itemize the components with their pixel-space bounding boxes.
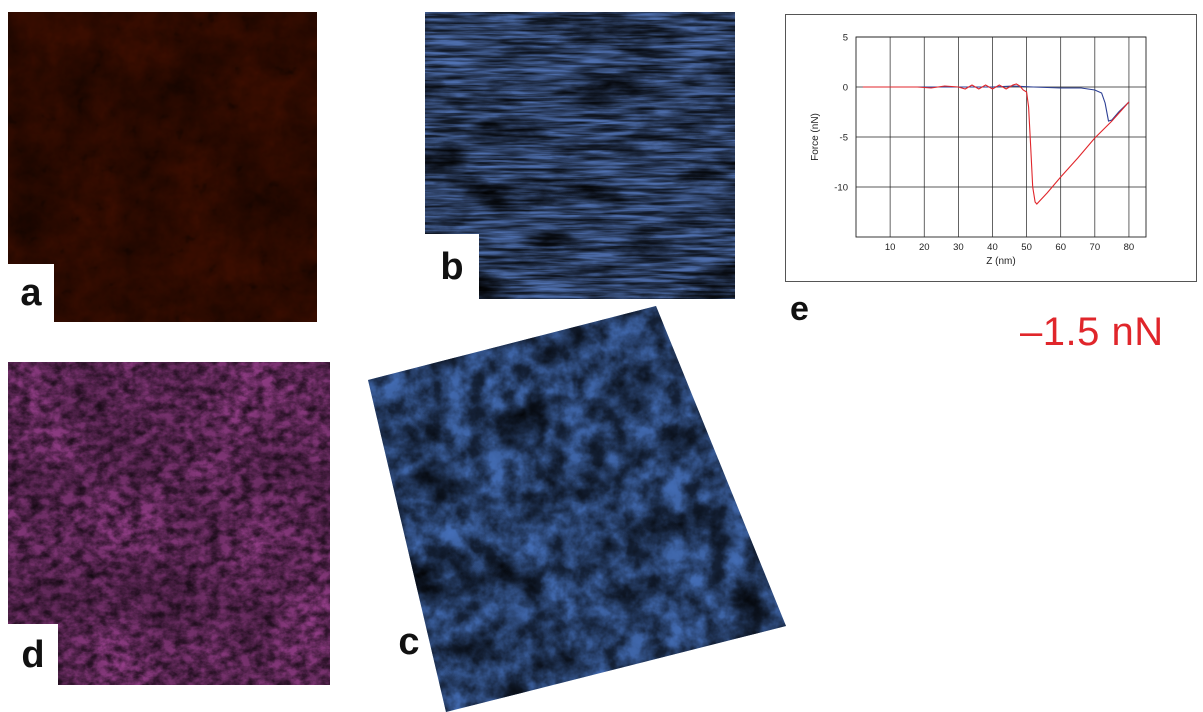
panel-label-e: e (790, 290, 809, 328)
x-tick-label: 60 (1055, 242, 1066, 253)
x-tick-label: 20 (919, 242, 930, 253)
afm-image-b: b (425, 12, 735, 299)
y-tick-label: 0 (843, 83, 848, 94)
series-line-2 (862, 83, 1130, 205)
x-tick-label: 10 (885, 242, 896, 253)
y-tick-label: -10 (834, 183, 848, 194)
x-axis-label: Z (nm) (986, 256, 1015, 267)
panel-label-a: a (8, 264, 54, 322)
force-curve-chart: 10 20 30 40 50 60 70 80 5 0 -5 -10 Z (nm) Force (nN… (785, 14, 1197, 282)
afm-image-c-3d: c (366, 304, 786, 712)
panel-label-c: c (398, 621, 420, 663)
x-tick-label: 80 (1124, 242, 1135, 253)
afm-image-d: d (8, 362, 330, 685)
adhesion-force-value: –1.5 nN (1020, 310, 1164, 354)
series-line-1 (862, 85, 1130, 122)
x-tick-label: 70 (1090, 242, 1101, 253)
x-tick-label: 30 (953, 242, 964, 253)
x-tick-label: 40 (987, 242, 998, 253)
panel-label-d: d (8, 624, 58, 685)
y-tick-label: 5 (843, 33, 848, 44)
x-tick-label: 50 (1021, 242, 1032, 253)
y-axis-label: Force (nN) (810, 113, 821, 161)
chart-series (862, 83, 1130, 205)
y-tick-label: -5 (840, 133, 848, 144)
afm-image-a: a (8, 12, 317, 322)
chart-grid (855, 36, 1147, 238)
panel-label-b: b (425, 234, 479, 299)
